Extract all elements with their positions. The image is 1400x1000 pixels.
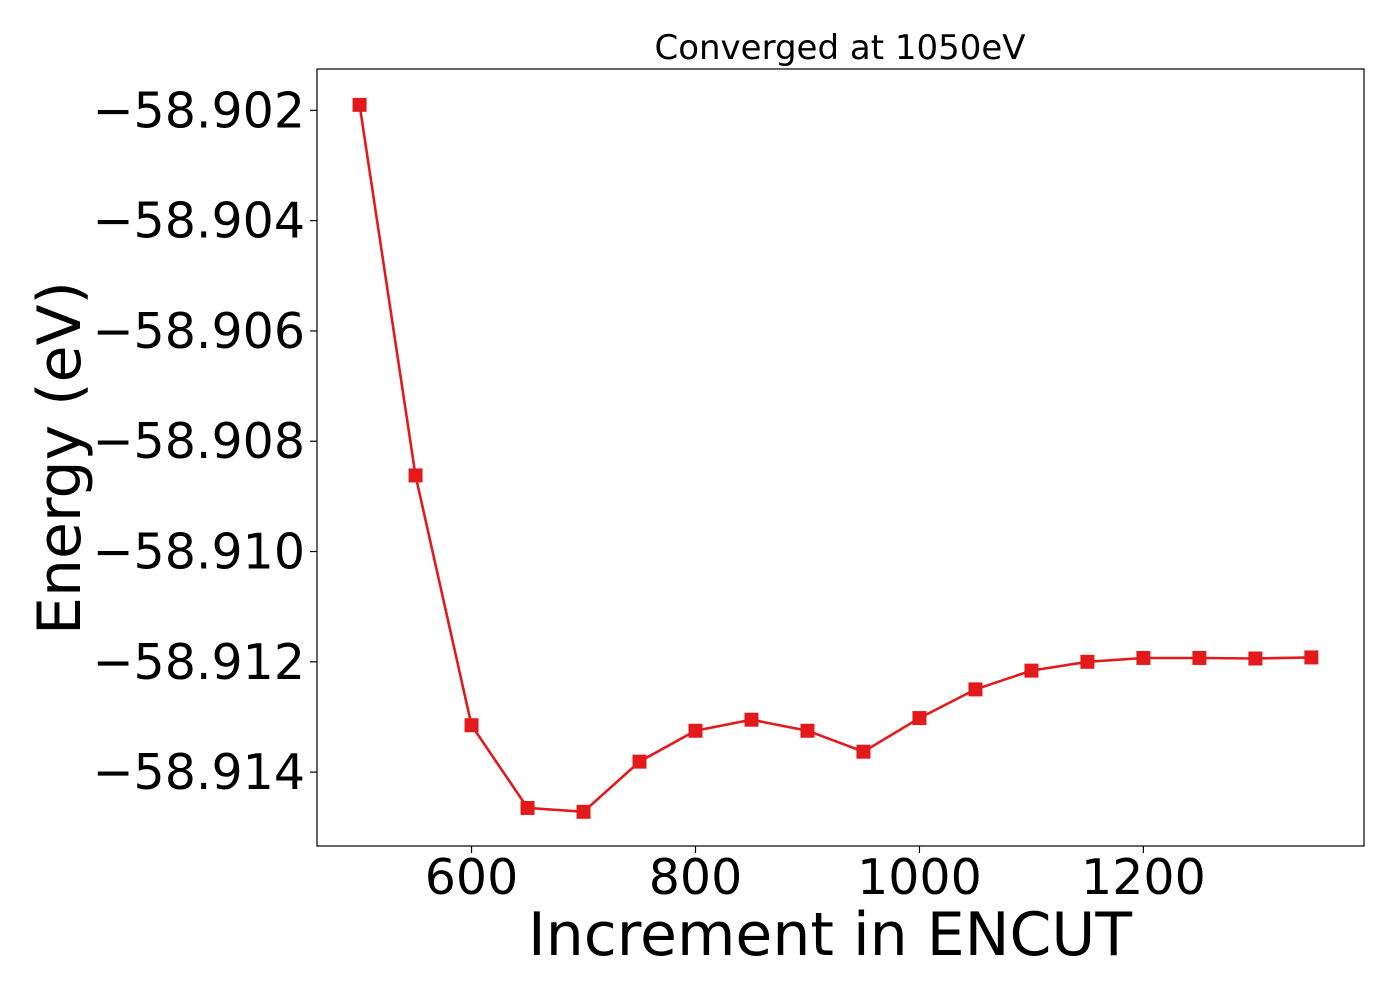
x-tick-label: 1000 (857, 849, 982, 906)
chart-title: Converged at 1050eV (654, 28, 1025, 68)
data-point-marker (1192, 650, 1207, 665)
y-tick-label: −58.914 (92, 744, 305, 801)
data-point-marker (1080, 654, 1095, 669)
x-axis-title: Increment in ENCUT (528, 900, 1132, 970)
data-point-marker (1024, 663, 1039, 678)
data-point-marker (744, 712, 759, 727)
plot-frame (316, 68, 1365, 847)
data-point-marker (1248, 651, 1263, 666)
data-point-marker (576, 804, 591, 819)
y-axis-title: Energy (eV) (25, 281, 95, 635)
y-tick-label: −58.910 (92, 524, 305, 581)
y-tick-label: −58.908 (92, 413, 305, 470)
data-point-marker (520, 800, 535, 815)
data-point-marker (632, 754, 647, 769)
data-point-marker (688, 723, 703, 738)
data-point-marker (912, 711, 927, 726)
data-point-marker (464, 718, 479, 733)
data-point-marker (408, 468, 423, 483)
y-tick-label: −58.906 (92, 303, 305, 360)
data-point-marker (1304, 650, 1319, 665)
x-axis: 600 800 1000 1200 (425, 846, 1206, 906)
data-point-marker (1136, 650, 1151, 665)
y-axis: −58.902 −58.904 −58.906 −58.908 −58.910 −58.9… (92, 82, 317, 801)
data-point-marker (968, 682, 983, 697)
data-point-marker (856, 744, 871, 759)
x-tick-label: 800 (649, 849, 743, 906)
data-point-marker (352, 97, 367, 112)
y-tick-label: −58.904 (92, 193, 305, 250)
x-tick-label: 1200 (1081, 849, 1206, 906)
data-point-marker (800, 723, 815, 738)
series-line (358, 104, 1312, 814)
y-tick-label: −58.902 (92, 82, 305, 139)
series-layer (352, 97, 1319, 819)
y-tick-label: −58.912 (92, 634, 305, 691)
x-tick-label: 600 (425, 849, 519, 906)
